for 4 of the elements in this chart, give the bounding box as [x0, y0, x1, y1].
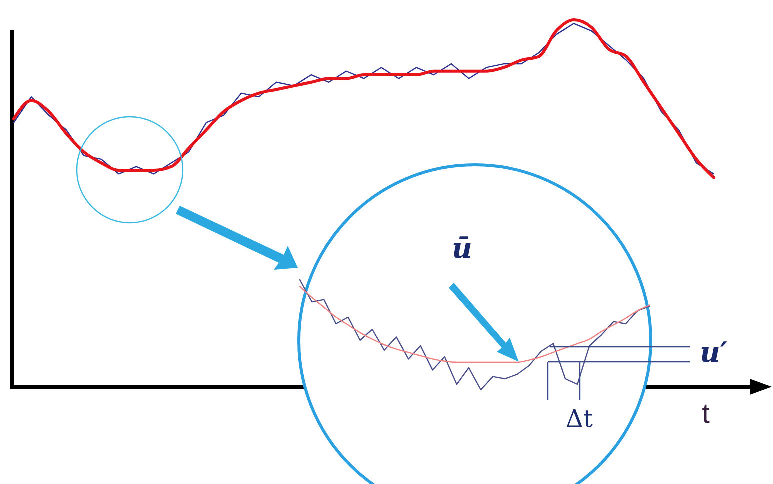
text: Δt: [566, 405, 594, 433]
annotation: ū: [452, 232, 472, 265]
x-axis-title: t: [702, 398, 710, 429]
annotation: u′: [700, 336, 728, 369]
